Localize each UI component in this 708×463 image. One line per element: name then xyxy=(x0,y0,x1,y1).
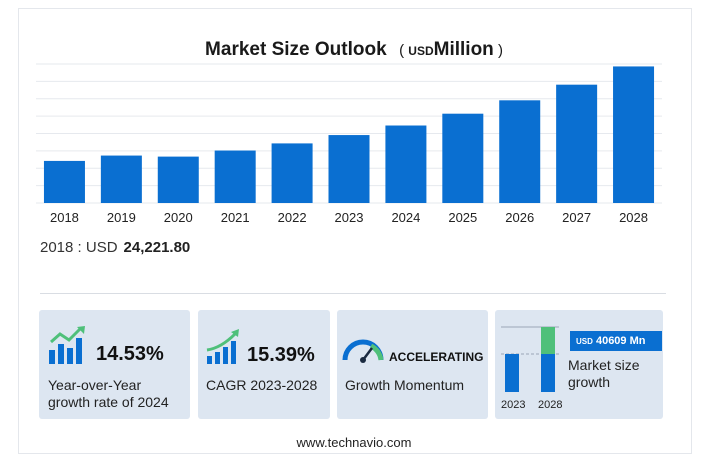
x-tick-2019: 2019 xyxy=(107,210,136,225)
growth-value-pill: USD 40609 Mn xyxy=(570,331,662,351)
yoy-label-line2: growth rate of 2024 xyxy=(48,394,169,410)
bar-2022 xyxy=(271,143,313,203)
title-million: Million xyxy=(433,39,494,60)
title-paren-close: ) xyxy=(497,42,503,59)
bar-2024 xyxy=(385,125,427,203)
cagr-label: CAGR 2023-2028 xyxy=(206,377,318,393)
base-year-value: 2018 : USD 24,221.80 xyxy=(40,239,190,256)
growth-card xyxy=(495,310,663,419)
x-tick-2024: 2024 xyxy=(391,210,420,225)
x-tick-2022: 2022 xyxy=(278,210,307,225)
bar-chart: 2018 2019 2020 2021 2022 2023 2024 2025 2026 2027… xyxy=(36,63,662,225)
divider xyxy=(40,293,666,294)
base-label: 2018 : USD xyxy=(40,239,118,256)
x-tick-2020: 2020 xyxy=(164,210,193,225)
bar-2018 xyxy=(43,160,85,203)
x-tick-2023: 2023 xyxy=(335,210,364,225)
bar-2028 xyxy=(613,66,655,204)
momentum-card xyxy=(337,310,488,419)
speedometer-icon xyxy=(342,339,384,363)
bar-2026 xyxy=(499,100,541,203)
title-unit-group: ( USDMillion ) xyxy=(399,39,503,60)
chart-x-ticks: 2018 2019 2020 2021 2022 2023 2024 2025 2026 2027… xyxy=(50,210,648,225)
bar-trend-icon xyxy=(206,329,239,364)
cagr-card xyxy=(198,310,330,419)
x-tick-2025: 2025 xyxy=(448,210,477,225)
footer-url: www.technavio.com xyxy=(296,435,412,450)
yoy-label-line1: Year-over-Year xyxy=(48,377,142,393)
mini-growth-chart xyxy=(501,326,559,392)
growth-year-end: 2028 xyxy=(538,399,563,411)
bar-2019 xyxy=(100,155,142,203)
growth-label-line2: growth xyxy=(568,374,611,390)
title-paren-open: ( xyxy=(399,42,405,59)
bar-2025 xyxy=(442,113,484,203)
cagr-value: 15.39% xyxy=(247,344,315,366)
bar-2023 xyxy=(328,135,370,203)
x-tick-2018: 2018 xyxy=(50,210,79,225)
x-tick-2028: 2028 xyxy=(619,210,648,225)
yoy-value: 14.53% xyxy=(96,343,164,365)
momentum-label: Growth Momentum xyxy=(345,377,465,393)
growth-year-start: 2023 xyxy=(501,399,526,411)
title-unit: USD xyxy=(408,44,434,58)
title-main: Market Size Outlook xyxy=(205,39,387,60)
bar-2021 xyxy=(214,150,256,203)
x-tick-2021: 2021 xyxy=(221,210,250,225)
chart-bars xyxy=(43,66,655,204)
mini-bar-growth xyxy=(541,327,555,354)
base-value: 24,221.80 xyxy=(123,239,191,256)
pill-unit: USD xyxy=(576,337,593,346)
growth-chart-icon xyxy=(49,326,85,364)
bar-2027 xyxy=(556,84,598,203)
x-tick-2027: 2027 xyxy=(562,210,591,225)
x-tick-2026: 2026 xyxy=(505,210,534,225)
yoy-card xyxy=(39,310,190,419)
momentum-value: ACCELERATING xyxy=(389,350,484,364)
pill-value: 40609 Mn xyxy=(595,335,646,347)
bar-2020 xyxy=(157,156,199,203)
growth-label-line1: Market size xyxy=(568,357,640,373)
chart-title: Market Size Outlook ( USDMillion ) xyxy=(0,39,708,61)
mini-bar-2023 xyxy=(505,354,519,392)
mini-bar-2028 xyxy=(541,354,555,392)
